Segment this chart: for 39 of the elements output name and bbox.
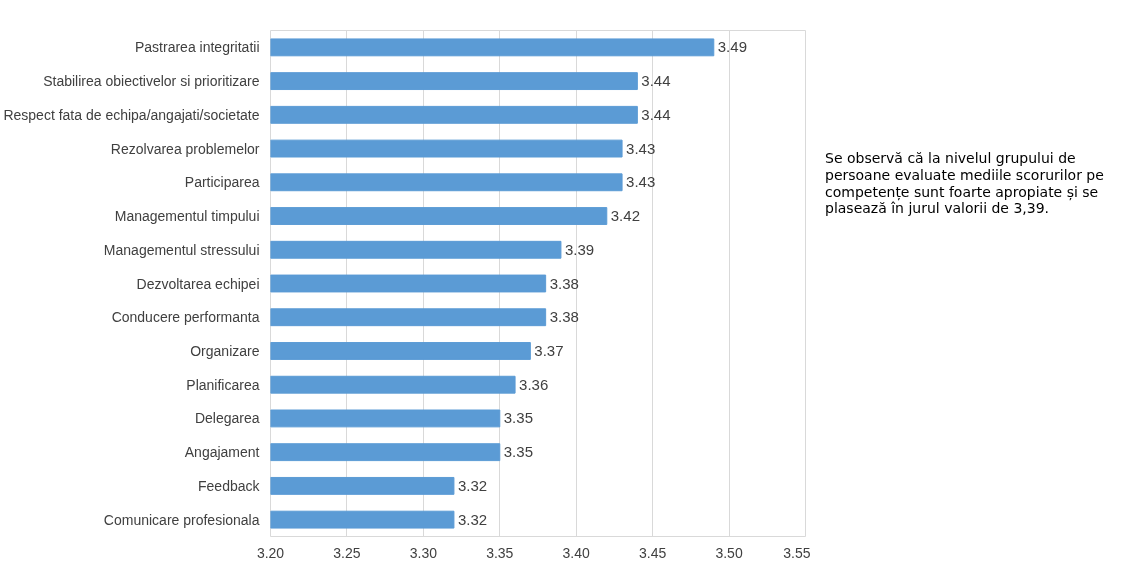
data-label: 3.44 <box>641 72 671 90</box>
data-label: 3.35 <box>503 409 533 427</box>
data-label: 3.42 <box>610 207 640 225</box>
data-label: 3.44 <box>641 105 671 123</box>
data-label: 3.43 <box>626 173 656 191</box>
y-tick-label: Stabilirea obiectivelor si prioritizare <box>43 73 260 90</box>
data-label: 3.38 <box>549 308 579 326</box>
data-label: 3.49 <box>717 38 747 56</box>
y-tick-label: Conducere performanta <box>111 309 260 326</box>
x-tick-label: 3.50 <box>715 544 743 561</box>
y-tick-label: Dezvoltarea echipei <box>136 275 260 292</box>
data-label: 3.37 <box>534 341 564 359</box>
x-tick-label: 3.45 <box>639 544 667 561</box>
data-label: 3.32 <box>457 476 488 494</box>
y-tick-label: Managementul stressului <box>103 241 260 258</box>
y-tick-label: Managementul timpului <box>114 208 260 225</box>
y-tick-label: Participarea <box>184 174 260 191</box>
data-label: 3.43 <box>626 139 656 157</box>
x-tick-label: 3.40 <box>562 544 591 561</box>
x-tick-label: 3.25 <box>333 544 361 561</box>
x-tick-label: 3.20 <box>256 544 285 561</box>
y-tick-label: Feedback <box>198 477 261 494</box>
data-label: 3.36 <box>519 375 549 393</box>
data-label: 3.32 <box>457 510 488 528</box>
x-tick-label: 3.30 <box>409 544 438 561</box>
y-tick-label: Angajament <box>184 444 260 461</box>
text: Se observă că la nivelul grupului de persoane evaluate mediile scorurilor pe competențe sunt foarte apropiate și se plasează în jurul valorii de 3,39. <box>825 150 1105 218</box>
data-label: 3.39 <box>564 240 595 258</box>
data-label: 3.35 <box>503 443 533 461</box>
y-tick-label: Comunicare profesionala <box>103 511 260 528</box>
y-tick-label: Organizare <box>190 342 260 359</box>
y-tick-label: Respect fata de echipa/angajati/societate <box>3 106 260 123</box>
y-tick-label: Planificarea <box>186 376 260 393</box>
y-tick-label: Rezolvarea problemelor <box>110 140 260 157</box>
y-tick-label: Delegarea <box>194 410 260 427</box>
x-tick-label: 3.35 <box>486 544 514 561</box>
data-label: 3.38 <box>549 274 579 292</box>
x-tick-label: 3.55 <box>783 544 811 561</box>
y-tick-label: Pastrarea integritatii <box>135 39 260 56</box>
